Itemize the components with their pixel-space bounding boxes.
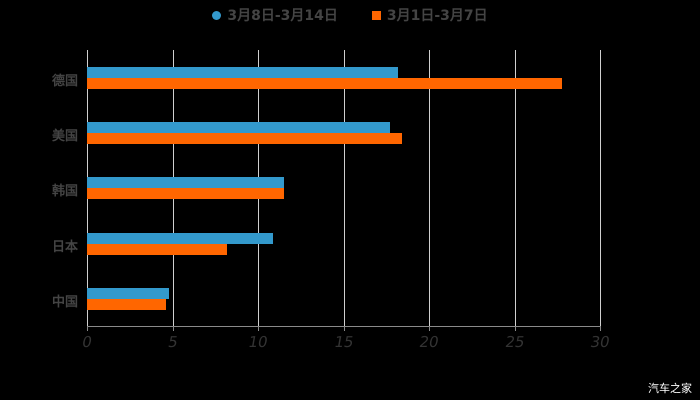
gridline	[600, 50, 601, 326]
category-label: 日本	[51, 239, 78, 255]
bar[interactable]	[87, 243, 228, 255]
category-label: 美国	[51, 129, 78, 145]
x-tick	[514, 326, 516, 331]
bar[interactable]	[87, 78, 563, 89]
x-tick-label: 15	[332, 333, 355, 351]
x-tick-label: 0	[80, 333, 94, 351]
circle-marker-icon	[212, 10, 222, 20]
x-tick-label: 5	[166, 333, 179, 351]
legend-item-series-2[interactable]: 3月1日-3月7日	[371, 5, 488, 25]
x-tick	[429, 326, 430, 331]
legend-label: 3月1日-3月7日	[386, 8, 488, 24]
watermark: 汽车之家	[648, 382, 692, 395]
square-marker-icon	[371, 10, 381, 20]
x-tick	[87, 326, 88, 331]
gridline	[343, 50, 345, 326]
bar[interactable]	[87, 232, 274, 244]
gridline	[514, 50, 516, 326]
x-tick	[600, 326, 601, 331]
legend-item-series-1[interactable]: 3月8日-3月14日	[212, 5, 338, 25]
plot-area	[87, 50, 601, 326]
bar[interactable]	[87, 287, 170, 299]
bar[interactable]	[87, 188, 284, 200]
x-tick-label: 25	[503, 333, 526, 351]
x-tick-label: 20	[417, 333, 441, 351]
category-label: 德国	[51, 74, 78, 89]
gridline	[429, 50, 430, 326]
x-tick-label: 30	[588, 333, 612, 351]
category-label: 韩国	[51, 184, 78, 200]
bar[interactable]	[87, 122, 390, 134]
x-tick-label: 10	[246, 333, 270, 351]
x-tick	[172, 326, 174, 331]
bar[interactable]	[87, 133, 402, 145]
chart-legend: 3月8日-3月14日 3月1日-3月7日	[0, 5, 700, 25]
bar[interactable]	[87, 67, 399, 78]
x-tick	[258, 326, 259, 331]
bar[interactable]	[87, 298, 166, 310]
bar[interactable]	[87, 177, 284, 189]
legend-label: 3月8日-3月14日	[227, 8, 338, 24]
category-label: 中国	[51, 294, 78, 310]
x-tick	[343, 326, 345, 331]
